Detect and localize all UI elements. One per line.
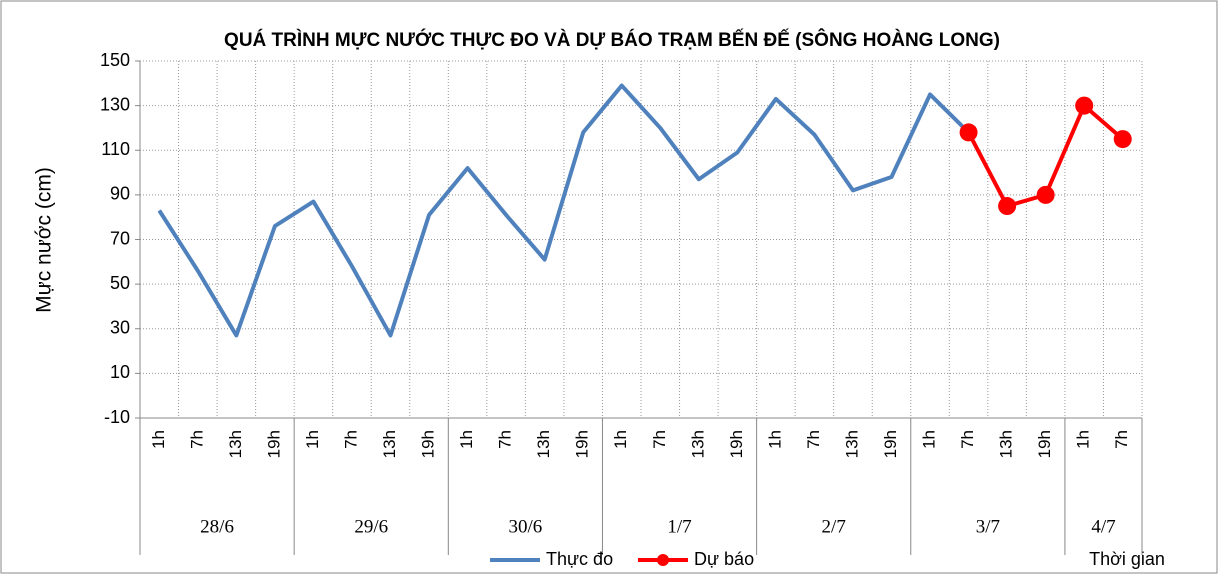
x-tick-label: 1h <box>149 430 168 449</box>
x-axis-label: Thời gian <box>1089 549 1165 569</box>
x-tick-label: 7h <box>496 430 515 449</box>
x-tick-label: 19h <box>727 430 746 458</box>
x-tick-label: 7h <box>650 430 669 449</box>
x-tick-label: 19h <box>1035 430 1054 458</box>
x-tick-label: 13h <box>842 430 861 458</box>
y-tick-label: 30 <box>110 318 130 338</box>
x-tick-label: 13h <box>688 430 707 458</box>
x-tick-label: 13h <box>380 430 399 458</box>
legend-label: Thực đo <box>546 549 613 569</box>
x-tick-label: 7h <box>187 430 206 449</box>
x-tick-label: 7h <box>1112 430 1131 449</box>
chart-title: QUÁ TRÌNH MỰC NƯỚC THỰC ĐO VÀ DỰ BÁO TRẠ… <box>224 29 1000 51</box>
x-tick-label: 1h <box>920 430 939 449</box>
y-tick-label: 90 <box>110 184 130 204</box>
x-group-label: 28/6 <box>200 516 234 537</box>
y-tick-label: 50 <box>110 273 130 293</box>
legend-marker <box>657 554 669 566</box>
series-marker <box>1113 130 1132 149</box>
y-tick-label: 130 <box>100 94 130 114</box>
legend-label: Dự báo <box>694 549 754 569</box>
x-tick-label: 19h <box>573 430 592 458</box>
x-group-label: 30/6 <box>508 516 542 537</box>
series-marker <box>959 123 978 142</box>
x-group-label: 4/7 <box>1091 516 1115 537</box>
x-tick-label: 1h <box>765 430 784 449</box>
series-marker <box>998 197 1017 216</box>
x-tick-label: 1h <box>611 430 630 449</box>
y-tick-label: 10 <box>110 362 130 382</box>
y-tick-label: 70 <box>110 228 130 248</box>
y-tick-label: 110 <box>101 139 130 159</box>
x-tick-label: 7h <box>804 430 823 449</box>
x-group-label: 2/7 <box>822 516 846 537</box>
x-tick-label: 1h <box>457 430 476 449</box>
x-tick-label: 19h <box>881 430 900 458</box>
y-tick-label: -10 <box>104 407 130 427</box>
x-group-label: 3/7 <box>976 516 1000 537</box>
x-group-label: 29/6 <box>354 516 388 537</box>
x-tick-label: 19h <box>264 430 283 458</box>
x-tick-label: 19h <box>419 430 438 458</box>
series-line <box>157 83 970 338</box>
x-group-label: 1/7 <box>667 516 691 537</box>
x-tick-label: 13h <box>226 430 245 458</box>
x-tick-label: 7h <box>341 430 360 449</box>
x-tick-label: 13h <box>997 430 1016 458</box>
x-tick-label: 13h <box>534 430 553 458</box>
series-marker <box>1036 185 1055 204</box>
y-axis-label: Mực nước (cm) <box>33 167 56 313</box>
x-tick-label: 1h <box>1074 430 1093 449</box>
y-tick-label: 150 <box>100 50 130 70</box>
series-marker <box>1075 96 1094 115</box>
x-tick-label: 7h <box>958 430 977 449</box>
x-tick-label: 1h <box>303 430 322 449</box>
